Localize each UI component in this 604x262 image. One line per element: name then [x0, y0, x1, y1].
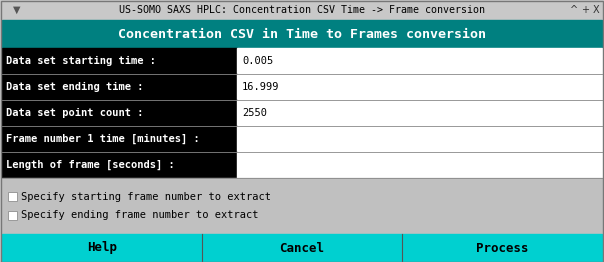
Bar	[2, 178, 602, 234]
Text: X: X	[593, 5, 599, 15]
Bar	[2, 48, 237, 74]
Bar	[237, 100, 602, 126]
Bar	[2, 20, 602, 48]
Text: Cancel: Cancel	[280, 242, 324, 254]
Bar	[0, 0, 604, 20]
Bar	[2, 100, 237, 126]
Text: US-SOMO SAXS HPLC: Concentration CSV Time -> Frame conversion: US-SOMO SAXS HPLC: Concentration CSV Tim…	[119, 5, 485, 15]
Text: Data set ending time :: Data set ending time :	[6, 82, 144, 92]
Text: Data set starting time :: Data set starting time :	[6, 56, 156, 66]
Bar	[402, 234, 602, 262]
Text: +: +	[581, 5, 589, 15]
Bar	[2, 234, 202, 262]
Text: Data set point count :: Data set point count :	[6, 108, 144, 118]
Text: ^: ^	[570, 5, 578, 15]
Text: 16.999: 16.999	[242, 82, 280, 92]
Text: Specify ending frame number to extract: Specify ending frame number to extract	[21, 210, 259, 220]
Bar	[2, 152, 237, 178]
Text: Concentration CSV in Time to Frames conversion: Concentration CSV in Time to Frames conv…	[118, 28, 486, 41]
Text: Frame number 1 time [minutes] :: Frame number 1 time [minutes] :	[6, 134, 200, 144]
Text: Process: Process	[476, 242, 528, 254]
Bar	[237, 74, 602, 100]
Bar	[8, 192, 17, 201]
Bar	[8, 211, 17, 220]
Text: Length of frame [seconds] :: Length of frame [seconds] :	[6, 160, 175, 170]
Text: ▼: ▼	[13, 5, 21, 15]
Text: 2550: 2550	[242, 108, 267, 118]
Bar	[237, 48, 602, 74]
Bar	[237, 152, 602, 178]
Bar	[2, 74, 237, 100]
Text: Specify starting frame number to extract: Specify starting frame number to extract	[21, 192, 271, 202]
Bar	[2, 126, 237, 152]
Text: 0.005: 0.005	[242, 56, 273, 66]
Text: Help: Help	[87, 242, 117, 254]
Bar	[237, 126, 602, 152]
Bar	[202, 234, 402, 262]
